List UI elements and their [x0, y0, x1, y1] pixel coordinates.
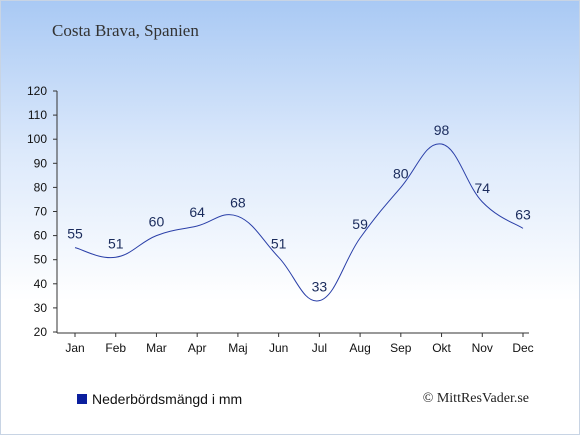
x-tick-label: Jan — [65, 341, 84, 355]
y-tick-label: 70 — [34, 205, 48, 219]
y-tick-label: 40 — [34, 277, 48, 291]
y-tick-label: 60 — [34, 229, 48, 243]
y-tick-label: 120 — [27, 84, 47, 98]
data-label: 68 — [230, 194, 246, 210]
data-label: 64 — [189, 204, 205, 220]
x-tick-label: Nov — [472, 341, 493, 355]
x-tick-label: Jul — [312, 341, 327, 355]
credit-text: © MittResVader.se — [422, 391, 529, 406]
legend: Nederbördsmängd i mm — [77, 391, 242, 407]
x-tick-label: Okt — [432, 341, 451, 355]
y-tick-label: 50 — [34, 253, 48, 267]
y-tick-label: 100 — [27, 132, 47, 146]
data-label: 33 — [312, 279, 328, 295]
x-tick-label: Maj — [228, 341, 247, 355]
x-tick-label: Jun — [269, 341, 288, 355]
x-tick-label: Aug — [349, 341, 370, 355]
x-tick-label: Sep — [390, 341, 412, 355]
x-tick-label: Feb — [105, 341, 126, 355]
legend-label: Nederbördsmängd i mm — [92, 391, 243, 407]
data-label: 51 — [108, 235, 124, 251]
data-label: 55 — [67, 226, 83, 242]
y-tick-label: 20 — [34, 325, 48, 339]
y-tick-label: 80 — [34, 180, 48, 194]
y-tick-label: 30 — [34, 301, 48, 315]
data-label: 74 — [474, 180, 490, 196]
chart-title: Costa Brava, Spanien — [52, 21, 199, 40]
series-line — [74, 143, 524, 302]
x-tick-label: Mar — [146, 341, 167, 355]
data-label: 51 — [271, 235, 287, 251]
x-tick-label: Apr — [188, 341, 207, 355]
data-label: 80 — [393, 165, 409, 181]
y-tick-label: 90 — [34, 156, 48, 170]
data-label: 60 — [149, 214, 165, 230]
data-label: 59 — [352, 216, 368, 232]
data-label: 63 — [515, 206, 531, 222]
legend-swatch — [77, 394, 87, 404]
x-tick-label: Dec — [512, 341, 533, 355]
y-tick-label: 110 — [28, 108, 47, 122]
data-label: 98 — [434, 122, 450, 138]
